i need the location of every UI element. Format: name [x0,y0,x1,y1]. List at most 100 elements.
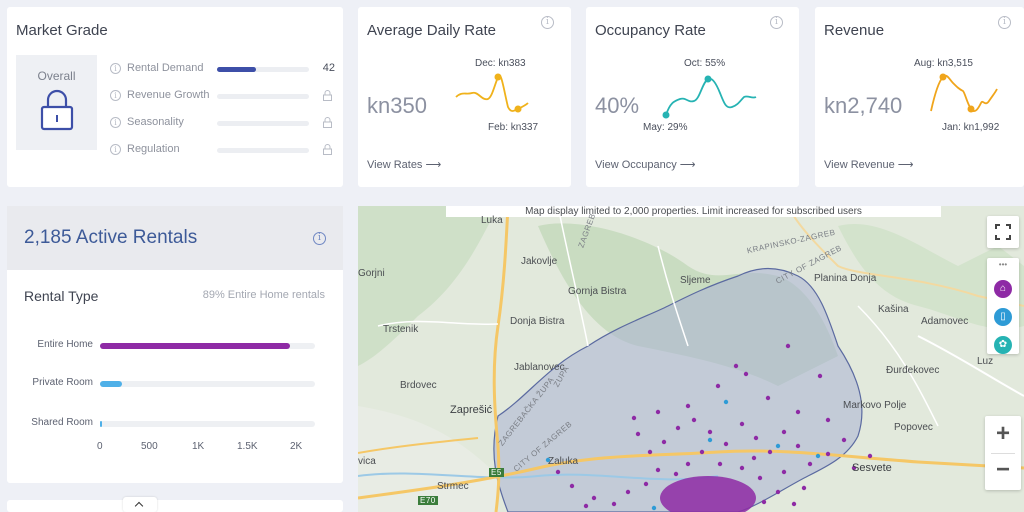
next-card [7,500,343,512]
adr-high-label: Dec: kn383 [475,58,526,69]
collapse-toggle-button[interactable] [123,497,157,512]
map-place-label: Gornja Bistra [568,286,627,297]
revenue-low-label: Jan: kn1,992 [942,122,1000,133]
zoom-controls: + − [985,416,1021,490]
view-rates-link[interactable]: View Rates ⟶ [367,159,442,171]
axis-tick: 1.5K [237,441,258,452]
info-icon[interactable]: i [110,63,121,74]
lock-icon [40,89,74,131]
listing-markers [555,343,873,509]
metric-bar [217,67,309,72]
info-icon[interactable]: i [998,16,1011,29]
map-place-label: Strmec [437,481,469,492]
info-icon[interactable]: i [541,16,554,29]
adr-card: Average Daily Rate i kn350 Dec: kn383 Fe… [358,7,571,187]
map-place-label: Kašina [878,304,909,315]
occupancy-title: Occupancy Rate [595,22,706,39]
active-rentals-header: 2,185 Active Rentals i [7,206,343,270]
map-place-label: Luz [977,356,994,367]
map-place-label: Jablanovec [514,362,565,373]
info-icon[interactable]: i [110,117,121,128]
info-icon[interactable]: i [110,90,121,101]
revenue-card: Revenue i kn2,740 Aug: kn3,515 Jan: kn1,… [815,7,1024,187]
revenue-high-label: Aug: kn3,515 [914,58,973,69]
metric-bar [217,121,309,126]
view-revenue-link[interactable]: View Revenue ⟶ [824,159,914,171]
metric-rental-demand: i Rental Demand 42 [110,61,335,77]
revenue-value: kn2,740 [824,93,903,118]
revenue-sparkline [930,73,998,113]
axis-tick: 1K [192,441,205,452]
rental-type-note: 89% Entire Home rentals [202,289,325,301]
lock-icon [323,117,332,128]
metric-bar [217,148,309,153]
map-place-label: Jakovlje [521,256,558,267]
shared-layer-icon[interactable]: ✿ [994,336,1012,354]
metric-bar [217,94,309,99]
adr-title: Average Daily Rate [367,22,496,39]
rental-type-row-shared-room: Shared Room [7,417,343,431]
map-limit-notice: Map display limited to 2,000 properties.… [446,206,941,217]
map-place-label: Sljeme [680,275,711,286]
adr-low-label: Feb: kn337 [488,122,539,133]
map-place-label: Sesvete [852,462,892,474]
metric-value: 42 [322,62,335,74]
map-place-label: Brdovec [400,380,437,391]
axis-tick: 0 [97,441,103,452]
overall-label: Overall [37,69,76,83]
metric-seasonality: i Seasonality [110,115,335,131]
more-icon[interactable]: ••• [998,260,1008,269]
zoom-in-button[interactable]: + [995,420,1010,447]
road-shield: E5 [489,468,504,477]
info-icon[interactable]: i [110,144,121,155]
metric-label: Rental Demand [127,62,204,74]
map-place-label: vica [358,456,376,467]
rental-type-bar-fill [100,381,122,387]
occupancy-low-label: May: 29% [643,122,688,133]
map-place-label: Luka [481,215,503,226]
rental-type-label: Entire Home [37,339,93,350]
rental-type-title: Rental Type [24,288,99,304]
revenue-title: Revenue [824,22,885,39]
map-place-label: Zaprešić [450,404,493,416]
map-base [358,206,1024,512]
occupancy-value: 40% [595,93,640,118]
rental-type-row-private-room: Private Room [7,377,343,391]
active-rentals-title: 2,185 Active Rentals [24,227,198,248]
metric-label: Seasonality [127,116,184,128]
metric-label: Revenue Growth [127,89,210,101]
zoom-out-button[interactable]: − [995,456,1010,483]
view-occupancy-link[interactable]: View Occupancy ⟶ [595,159,696,171]
rental-type-row-entire-home: Entire Home [7,339,343,353]
map-place-label: Popovec [894,422,933,433]
rental-type-bar [100,421,315,427]
occupancy-high-label: Oct: 55% [684,58,726,69]
rental-type-label: Shared Room [31,417,93,428]
rental-type-label: Private Room [32,377,93,388]
map-place-label: Planina Donja [814,273,877,284]
room-layer-icon[interactable]: ▯ [994,308,1012,326]
rental-type-bar-fill [100,421,102,427]
metric-label: Regulation [127,143,180,155]
metric-regulation: i Regulation [110,142,335,158]
layer-controls: ••• ⌂ ▯ ✿ [987,258,1019,354]
fullscreen-icon [995,224,1011,240]
map-place-label: Zaluka [548,456,579,467]
map-place-label: Adamovec [921,316,969,327]
axis-tick: 500 [141,441,158,452]
adr-sparkline [455,73,529,113]
map-place-label: Donja Bistra [510,316,565,327]
map-place-label: Đurđekovec [886,365,940,376]
info-icon[interactable]: i [770,16,783,29]
rental-type-bar [100,381,315,387]
overall-grade-box: Overall [16,55,97,150]
lock-icon [323,144,332,155]
info-icon[interactable]: i [313,232,326,245]
road-shield: E70 [418,496,438,505]
map-panel[interactable]: Map display limited to 2,000 properties.… [358,206,1024,512]
occupancy-sparkline [662,75,757,119]
fullscreen-button[interactable] [987,216,1019,248]
axis-tick: 2K [290,441,303,452]
map-place-label: Gorjni [358,268,385,279]
home-layer-icon[interactable]: ⌂ [994,280,1012,298]
